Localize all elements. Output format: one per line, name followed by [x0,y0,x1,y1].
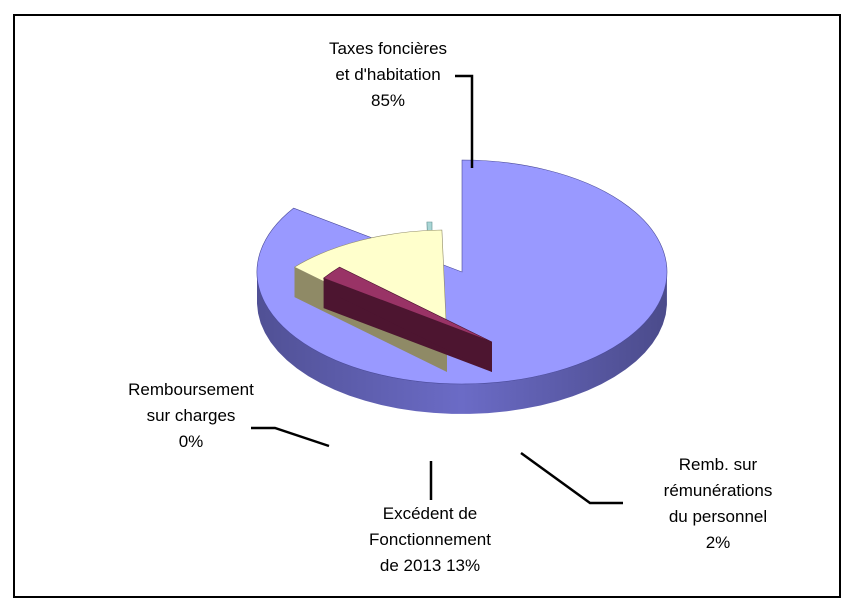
slice-label-line: Excédent de [383,504,478,523]
slice-label-line: et d'habitation [335,65,440,84]
slice-label-1: Remb. sur rémunérations du personnel 2% [664,455,773,552]
pie-slice-side-shade-0 [257,273,667,414]
slice-label-line: Fonctionnement [369,530,491,549]
slice-label-3: Remboursement sur charges 0% [128,380,254,451]
leader-line-3 [251,426,330,448]
pie-slice-1 [322,266,493,372]
slice-label-line: rémunérations [664,481,773,500]
slice-label-line: de 2013 13% [380,556,480,575]
slice-label-0: Taxes foncières et d'habitation 85% [329,39,447,110]
pie-slice-top-1 [322,266,493,343]
slice-label-line: Remb. sur [679,455,758,474]
slice-label-line: du personnel [669,507,767,526]
slice-label-line: Remboursement [128,380,254,399]
slice-label-line: Taxes foncières [329,39,447,58]
slice-label-2: Excédent de Fonctionnement de 2013 13% [369,504,491,575]
slice-label-line: 0% [179,432,204,451]
leader-line-1 [520,451,623,505]
slice-label-line: sur charges [147,406,236,425]
slice-label-line: 2% [706,533,731,552]
slice-label-line: 85% [371,91,405,110]
leader-line-0 [455,74,474,168]
